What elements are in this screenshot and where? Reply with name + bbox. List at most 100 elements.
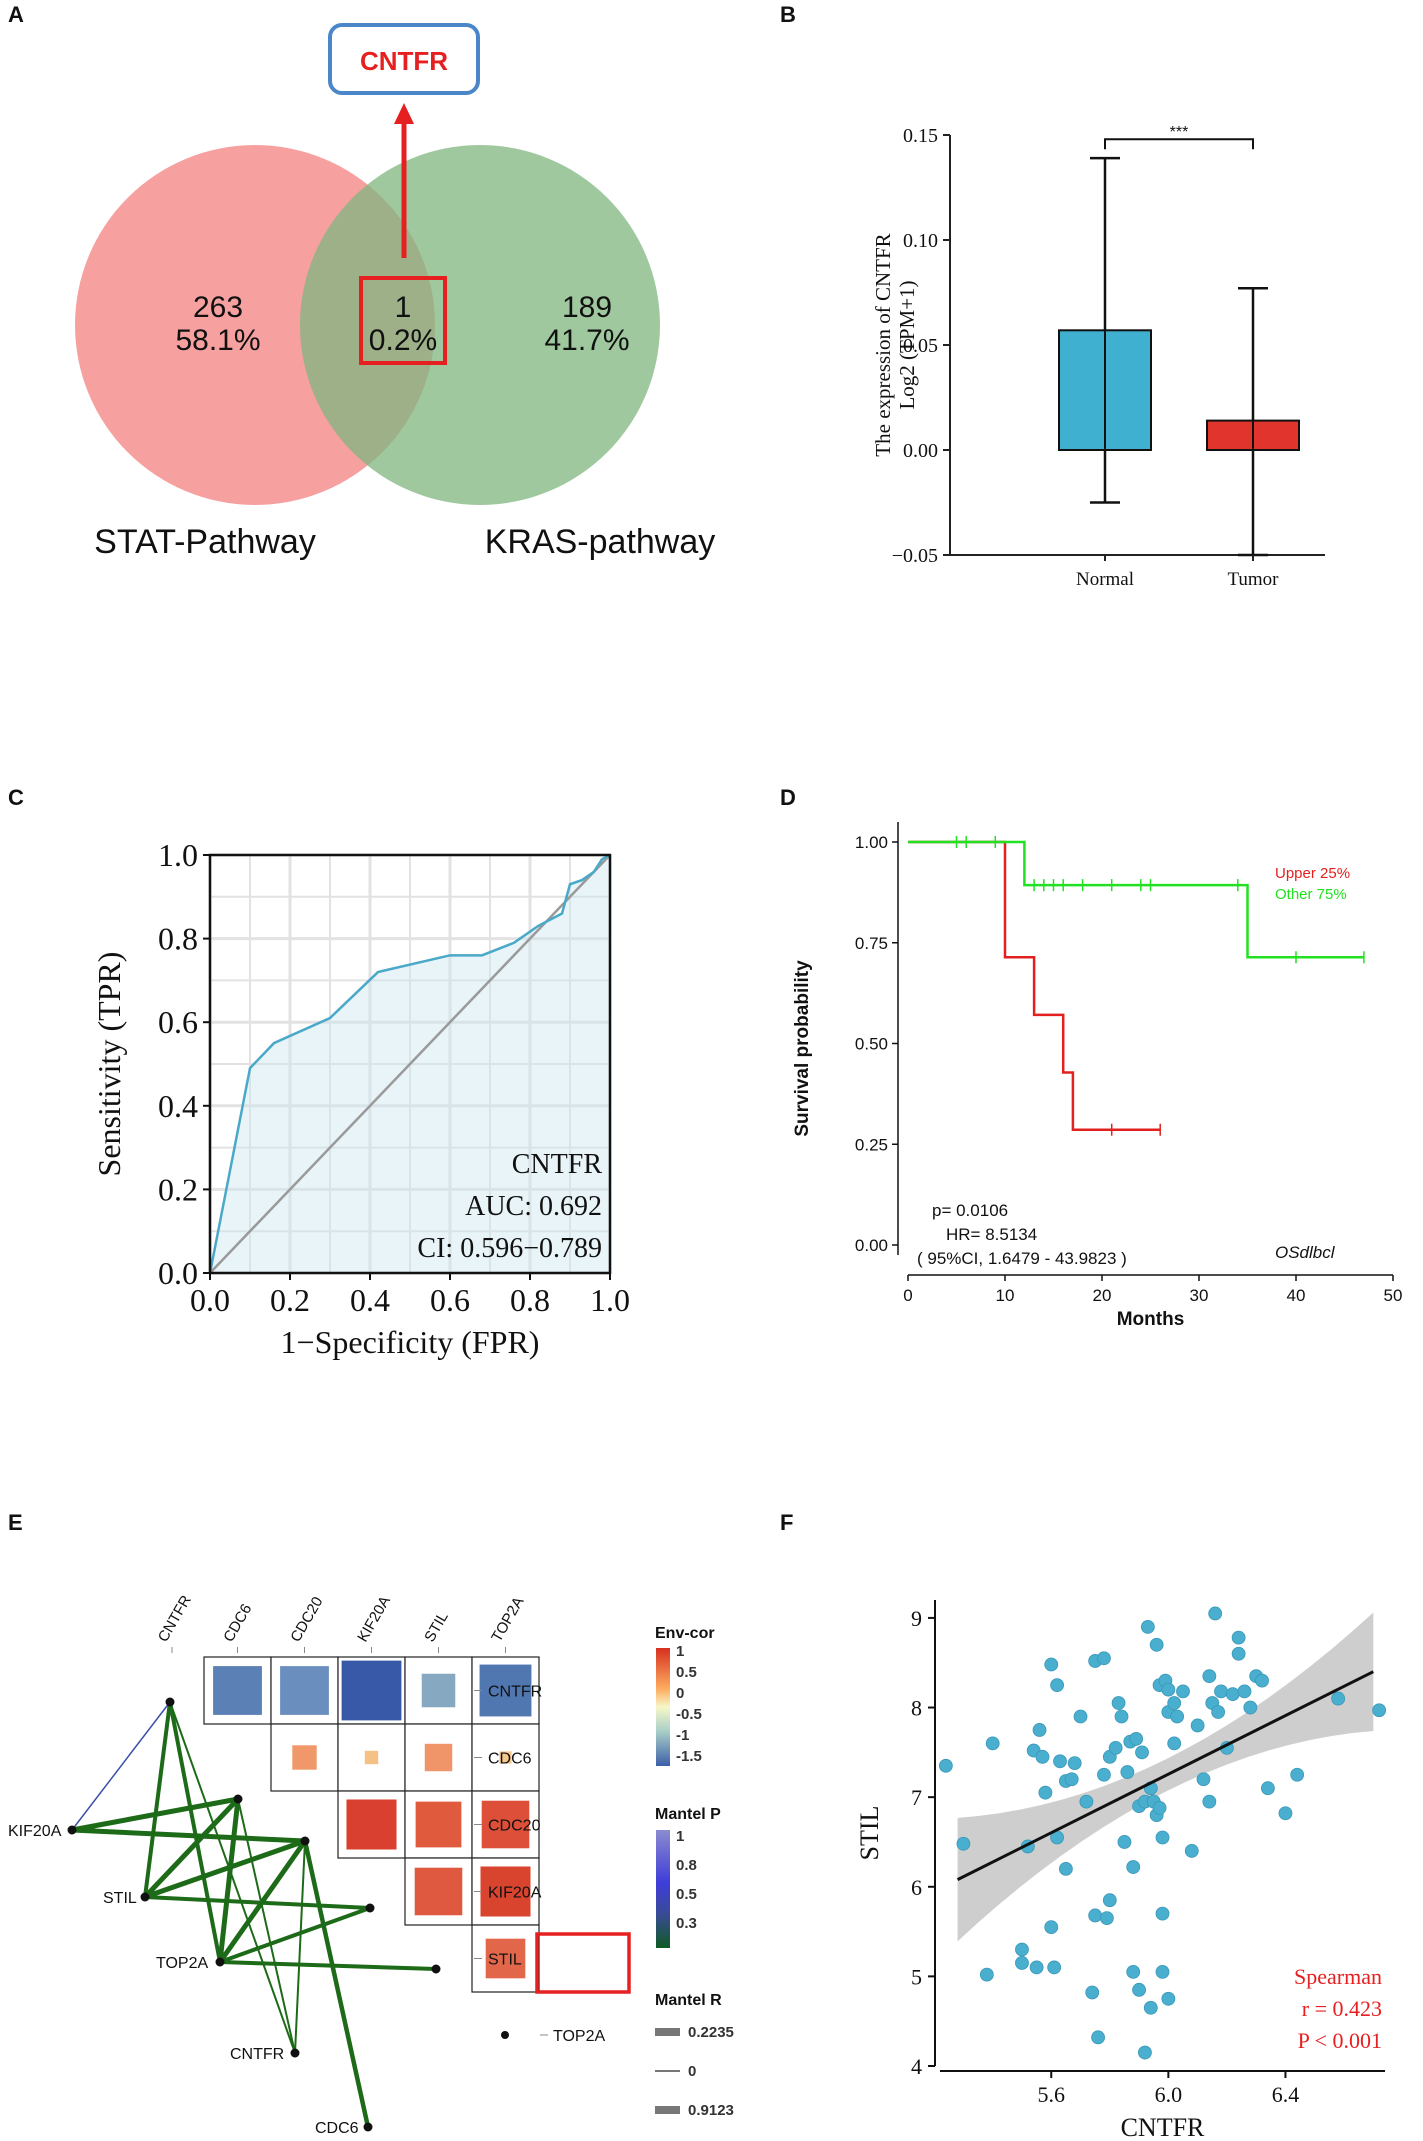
scatter-point: [1097, 1651, 1111, 1666]
source-node-cdc20: [300, 1836, 310, 1846]
venn-right-count: 189: [562, 291, 612, 324]
scatter-point: [1058, 1861, 1073, 1876]
mantel-edge: [294, 1840, 306, 2054]
scatter-point: [1135, 1745, 1149, 1760]
x-tick-label: 10: [996, 1286, 1015, 1305]
scatter-point: [1097, 1767, 1111, 1782]
scatter-point: [1108, 1740, 1123, 1755]
significance-label: ***: [1170, 124, 1189, 141]
scatter-point: [1038, 1785, 1053, 1800]
x-axis-label: Months: [1117, 1309, 1185, 1330]
scatter-point: [1102, 1893, 1117, 1908]
legend-upper: Upper 25%: [1275, 865, 1350, 882]
plot-frame: [208, 853, 612, 1275]
y-axis-label: Survival probability: [792, 960, 813, 1137]
scatter-point: [1132, 1982, 1146, 1997]
scatter-point: [1099, 1911, 1114, 1926]
legend-mantelr-title: Mantel R: [655, 1992, 722, 2009]
panel-letter-c: C: [8, 785, 24, 810]
panel-letter-d: D: [780, 785, 796, 810]
scatter-point: [1184, 1844, 1199, 1858]
x-tick-label: 0.0: [190, 1282, 230, 1318]
x-axis-label: CNTFR: [1121, 2113, 1205, 2141]
mantel-edge: [144, 1895, 371, 1910]
scatter-point: [938, 1758, 953, 1773]
panel-c: C 0.0 0.2 0.4 0.6 0.8 1.0 0.0 0.2 0.4 0.6 0.8 1.0 1−…: [0, 780, 720, 1400]
venn-intersection-count: 1: [395, 291, 412, 324]
target-node-cdc6: [363, 2122, 373, 2132]
y-tick-label: 9: [911, 1606, 922, 1631]
column-label-cdc6: CDC6: [220, 1601, 255, 1645]
legend-envcor-bar: [656, 1648, 670, 1766]
scatter-point: [1231, 1646, 1246, 1661]
mantel-edge: [71, 1701, 171, 1831]
scatter-point: [1111, 1696, 1126, 1710]
y-tick-label: 0.8: [158, 921, 198, 957]
heatmap-square-cdc20-stil: [415, 1801, 462, 1848]
network-label-cdc6: CDC6: [315, 2120, 359, 2137]
legend-mantelr-label: 0: [688, 2063, 696, 2080]
scatter-point: [1290, 1767, 1305, 1782]
scatter-point: [1047, 1960, 1062, 1975]
scatter-point: [1029, 1960, 1044, 1975]
scatter-point: [1129, 1732, 1144, 1746]
stil-highlight-box: [535, 1932, 631, 1994]
stat-p-value: p= 0.0106: [932, 1201, 1008, 1220]
x-tick-label: 40: [1287, 1286, 1306, 1305]
x-tick-label: 0.2: [270, 1282, 310, 1318]
scatter-point: [1044, 1920, 1059, 1934]
column-label-top2a: TOP2A: [488, 1594, 527, 1645]
x-tick-label: 1.0: [590, 1282, 630, 1318]
x-tick-label: 6.0: [1155, 2082, 1183, 2107]
callout-box: [328, 23, 480, 95]
survival-curve-other: [908, 840, 1364, 959]
x-tick-label: 6.4: [1272, 2082, 1300, 2107]
roc-chart: 0.0 0.2 0.4 0.6 0.8 1.0 0.0 0.2 0.4 0.6 0.8 1.0 1−Sp…: [91, 837, 630, 1360]
scatter-point: [1085, 1985, 1100, 2000]
legend-envcor-title: Env-cor: [655, 1625, 715, 1642]
y-tick-label: 8: [911, 1696, 922, 1721]
legend-mantelp-title: Mantel P: [655, 1806, 721, 1823]
venn-right-set-label: KRAS-pathway: [485, 523, 716, 561]
mantel-edge: [217, 1798, 241, 1963]
heatmap-cell: [471, 1723, 540, 1792]
mantel-edge: [169, 1701, 296, 2054]
scatter-point: [1143, 2000, 1158, 2015]
y-tick-label: 0.25: [855, 1135, 888, 1154]
legend-envcor-label: 1: [676, 1643, 684, 1660]
y-tick-label: 0.50: [855, 1035, 888, 1054]
scatter-point: [1202, 1794, 1217, 1809]
source-node-kif20a: [365, 1903, 375, 1913]
y-tick-label: 0.6: [158, 1004, 198, 1040]
heatmap-square-kif20a-top2a: [480, 1866, 531, 1917]
y-tick-label: 0.0: [158, 1255, 198, 1291]
target-node-top2a: [215, 1957, 225, 1967]
roc-auc-label: AUC: 0.692: [465, 1191, 602, 1222]
legend-mantelp-label: 0.5: [676, 1886, 697, 1903]
callout-label: CNTFR: [360, 46, 448, 76]
legend-mantelp-label: 1: [676, 1828, 684, 1845]
row-label-kif20a: KIF20A: [488, 1885, 542, 1902]
row-label-cdc20: CDC20: [488, 1818, 541, 1835]
venn-intersection-percent: 0.2%: [369, 324, 437, 357]
scatter-point: [1155, 1830, 1170, 1845]
scatter-chart: 5.6 6.0 6.4 4 5 6 7 8 9 CNTFR STIL Spearman r = 0.42…: [855, 1600, 1387, 2141]
source-node-stil: [431, 1964, 441, 1974]
heatmap-square-cdc20-kif20a: [346, 1799, 397, 1850]
legend-mantelp-label: 0.8: [676, 1857, 697, 1874]
row-label-stil: STIL: [488, 1952, 522, 1969]
venn-right-percent: 41.7%: [544, 324, 629, 357]
scatter-point: [1126, 1860, 1141, 1874]
panel-letter-b: B: [780, 2, 796, 27]
scatter-point: [1202, 1669, 1217, 1684]
scatter-point: [1331, 1691, 1346, 1706]
x-tick-label: 0.8: [510, 1282, 550, 1318]
scatter-point: [1015, 1956, 1029, 1970]
target-node-cntfr: [290, 2048, 300, 2058]
scatter-point: [1161, 1991, 1176, 2006]
heatmap-square-cntfr-kif20a: [341, 1660, 402, 1721]
source-node-cntfr: [165, 1697, 175, 1707]
y-tick-label: 0.10: [903, 230, 938, 252]
mantel-edge: [168, 1701, 222, 1963]
scatter-point: [1138, 2045, 1152, 2060]
